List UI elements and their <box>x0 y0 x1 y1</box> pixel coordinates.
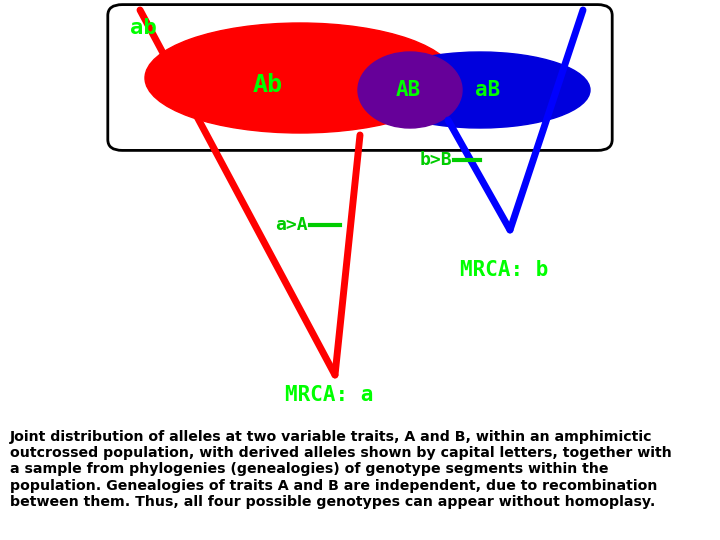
Text: ab: ab <box>130 18 157 38</box>
Ellipse shape <box>358 52 462 128</box>
Text: Ab: Ab <box>253 73 283 97</box>
Ellipse shape <box>370 52 590 128</box>
Text: b>B: b>B <box>419 151 452 169</box>
Text: MRCA: a: MRCA: a <box>285 385 374 405</box>
Ellipse shape <box>145 23 455 133</box>
Text: AB: AB <box>395 80 420 100</box>
Text: MRCA: b: MRCA: b <box>460 260 549 280</box>
Text: Joint distribution of alleles at two variable traits, A and B, within an amphimi: Joint distribution of alleles at two var… <box>10 430 672 509</box>
Text: aB: aB <box>475 80 500 100</box>
FancyBboxPatch shape <box>108 5 612 151</box>
Text: a>A: a>A <box>275 216 308 234</box>
